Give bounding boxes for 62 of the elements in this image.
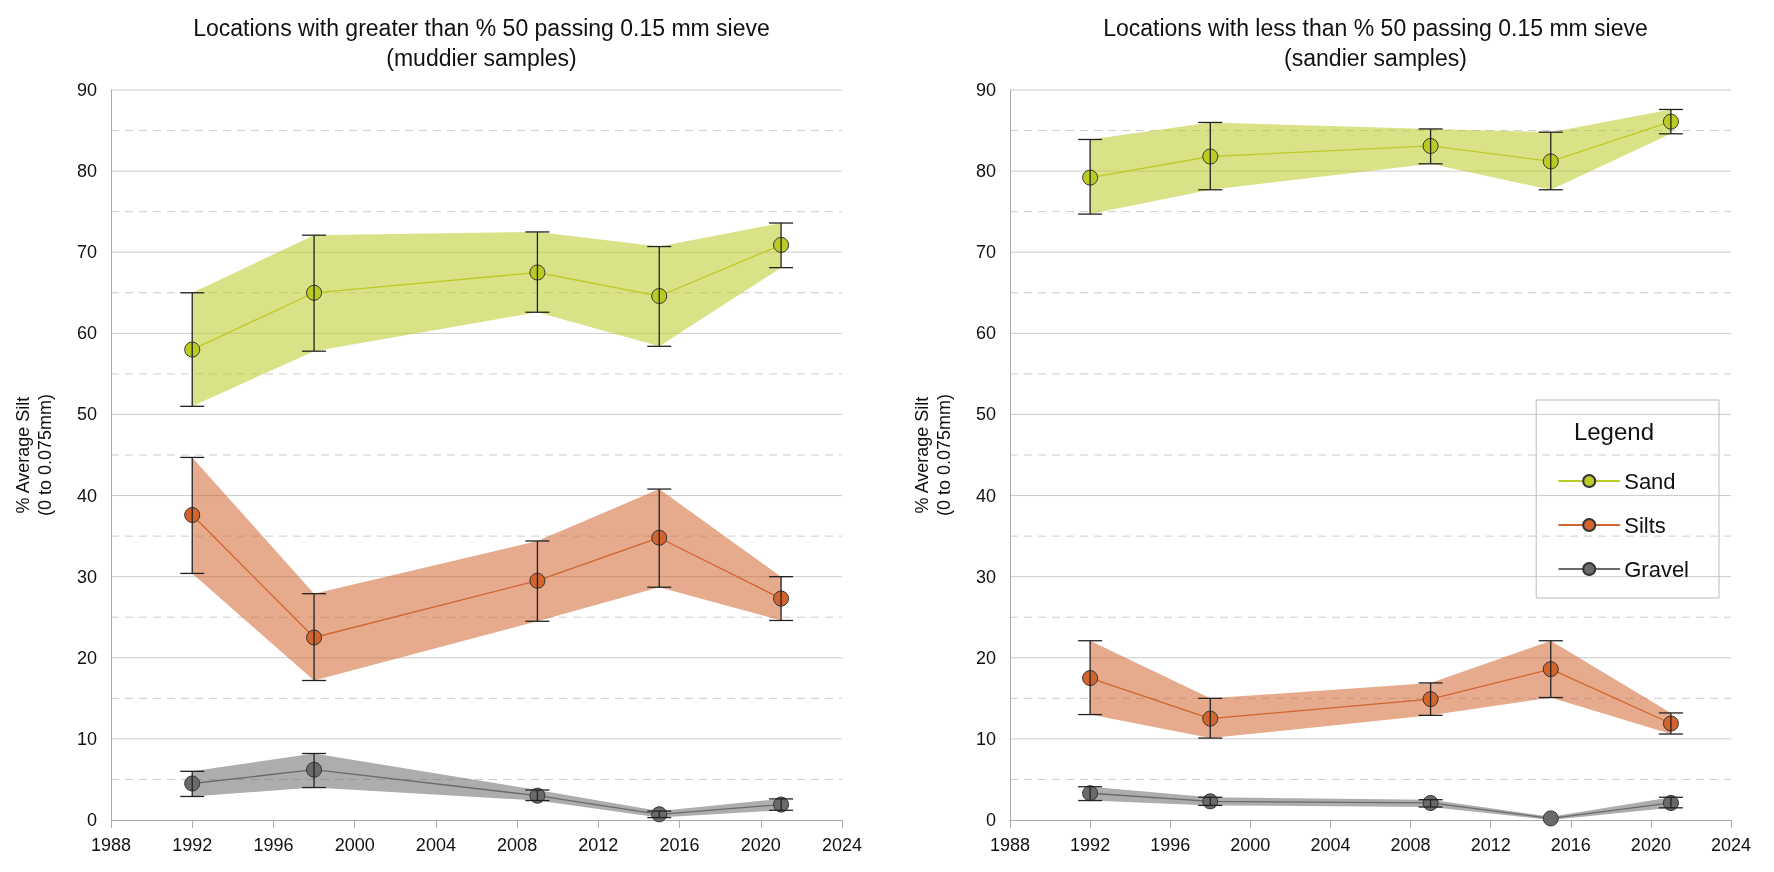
point <box>184 775 201 792</box>
point <box>1542 153 1559 170</box>
x-tick-label: 2024 <box>1710 835 1752 855</box>
y-tick-label: 10 <box>76 728 97 749</box>
x-tick-label: 2016 <box>659 835 700 855</box>
x-tick-label: 2024 <box>821 835 863 855</box>
point <box>1422 691 1439 708</box>
point <box>529 264 546 281</box>
y-tick-label: 0 <box>985 810 996 830</box>
x-tick-label: 1996 <box>253 835 294 855</box>
chart-title: Locations with greater than % 50 passing 0.15 mm sieve (muddier samples) <box>193 15 770 71</box>
y-tick-label: 40 <box>76 485 97 506</box>
point <box>1202 148 1219 165</box>
x-tick-label: 1988 <box>989 835 1031 855</box>
point <box>651 288 668 305</box>
x-tick-label: 2000 <box>334 835 375 855</box>
y-tick-label: 40 <box>975 485 996 506</box>
chart-title: Locations with less than % 50 passing 0.15 mm sieve (sandier samples) <box>1103 15 1648 71</box>
x-tick-label: 2012 <box>578 835 619 855</box>
legend-label: Silts <box>1624 512 1666 538</box>
x-tick-label: 2012 <box>1470 835 1511 855</box>
y-tick-label: 50 <box>76 404 97 425</box>
x-tick-label: 2004 <box>1310 835 1351 855</box>
legend-label: Gravel <box>1624 556 1689 582</box>
point <box>184 341 201 358</box>
y-tick-label: 60 <box>76 323 97 344</box>
y-tick-label: 90 <box>975 80 996 100</box>
y-tick-label: 60 <box>975 323 996 344</box>
legend-label: Sand <box>1624 468 1676 494</box>
y-axis-title: % Average Silt (0 to 0.075mm) <box>13 393 55 517</box>
legend-title: Legend <box>1573 417 1655 445</box>
point <box>1542 661 1559 678</box>
y-tick-label: 80 <box>76 161 97 182</box>
x-tick-label: 2004 <box>415 835 456 855</box>
y-tick-label: 80 <box>975 161 996 182</box>
point <box>529 572 546 589</box>
point <box>1202 710 1219 727</box>
y-tick-label: 70 <box>76 242 97 263</box>
y-tick-label: 0 <box>86 810 97 830</box>
point <box>184 507 201 524</box>
y-tick-label: 20 <box>76 647 97 668</box>
y-tick-label: 20 <box>975 647 996 668</box>
x-tick-label: 1996 <box>1150 835 1191 855</box>
point <box>1542 810 1559 827</box>
x-tick-label: 1992 <box>172 835 213 855</box>
y-tick-label: 50 <box>975 404 996 425</box>
x-tick-label: 1992 <box>1070 835 1111 855</box>
y-tick-label: 30 <box>76 566 97 587</box>
x-tick-label: 2000 <box>1230 835 1271 855</box>
y-tick-label: 90 <box>76 80 97 100</box>
x-tick-label: 2008 <box>497 835 538 855</box>
x-tick-label: 2020 <box>1630 835 1671 855</box>
x-tick-label: 2020 <box>740 835 781 855</box>
x-tick-label: 1988 <box>90 835 132 855</box>
point <box>651 529 668 546</box>
y-tick-label: 30 <box>975 566 996 587</box>
y-axis-title: % Average Silt (0 to 0.075mm) <box>912 393 954 517</box>
x-tick-label: 2008 <box>1390 835 1431 855</box>
y-tick-label: 10 <box>975 728 996 749</box>
y-tick-label: 70 <box>975 242 996 263</box>
point <box>1422 137 1439 154</box>
x-tick-label: 2016 <box>1550 835 1591 855</box>
